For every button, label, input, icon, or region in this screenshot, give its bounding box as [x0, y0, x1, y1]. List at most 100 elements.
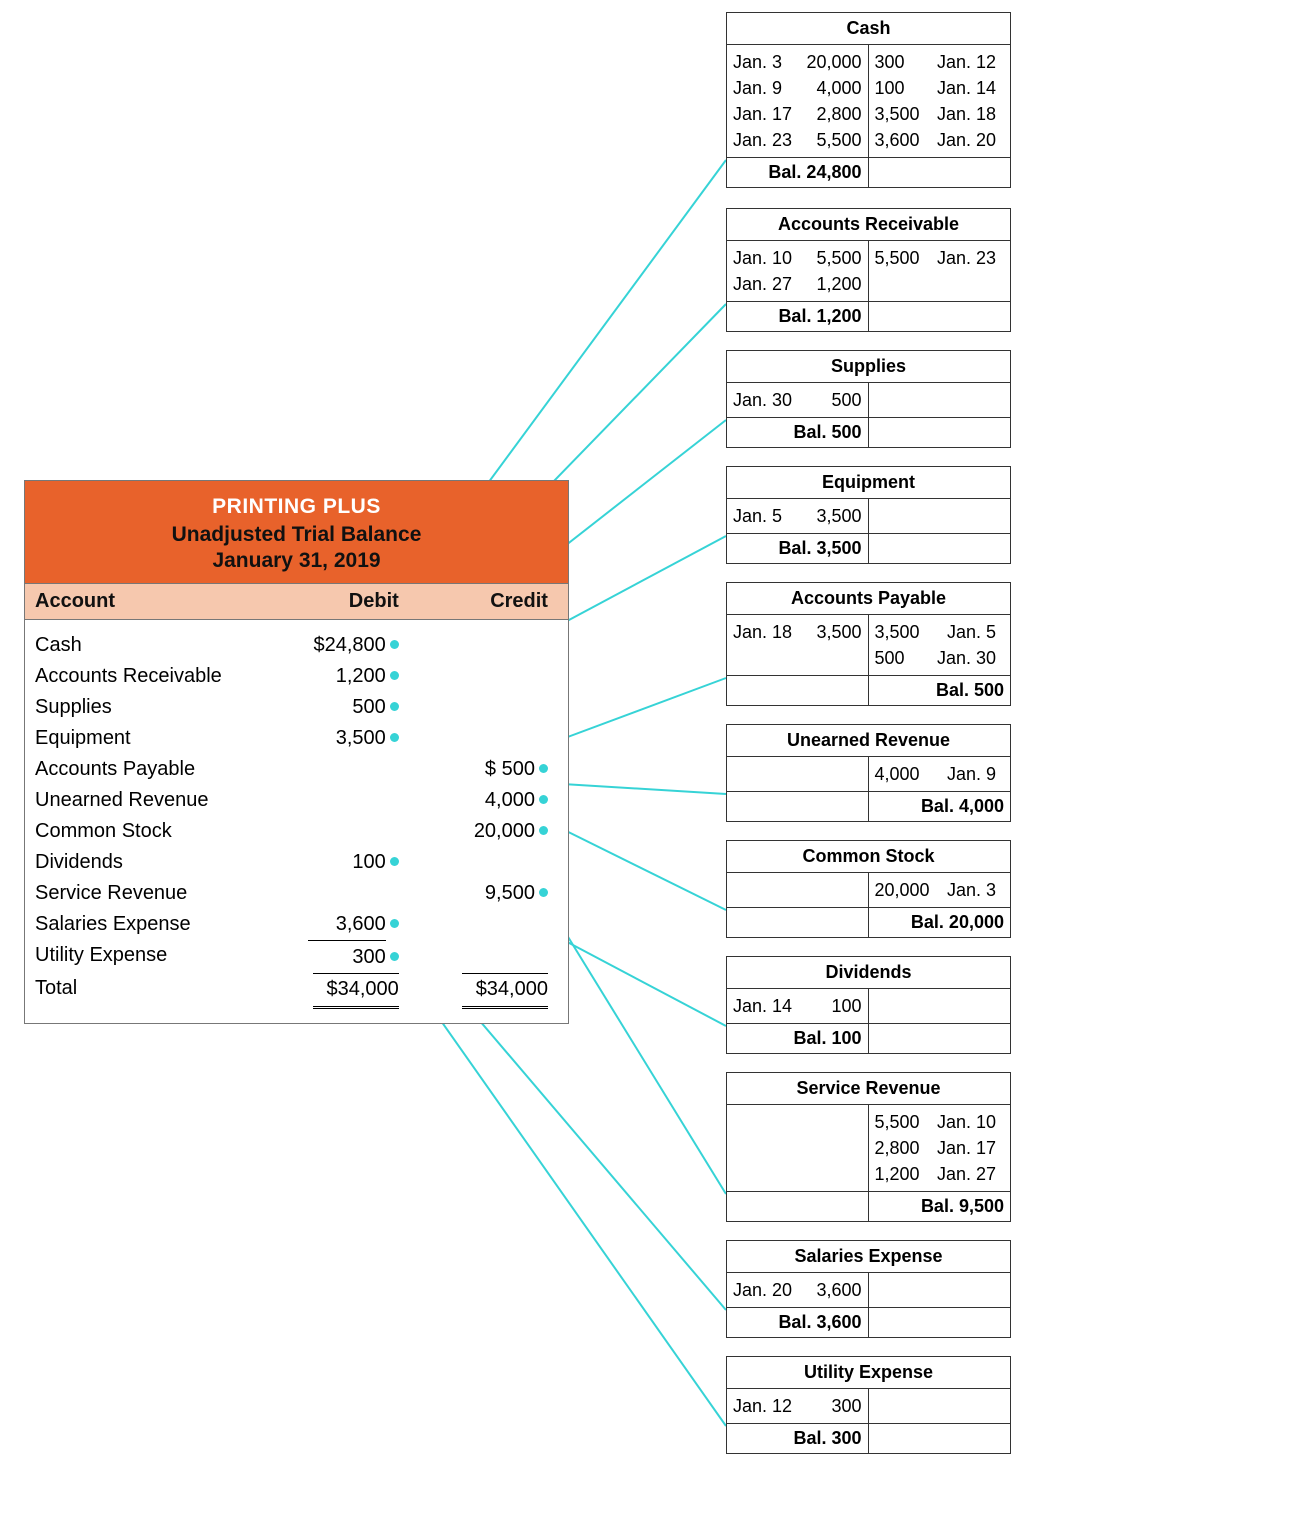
- debit-amount: 100: [276, 847, 417, 878]
- t-account-balance-row: Bal. 3,500: [727, 533, 1010, 563]
- t-account-credit-col: 4,000Jan. 9: [869, 757, 1011, 791]
- debit-amount: [276, 785, 417, 816]
- trial-balance-row: Dividends100: [35, 847, 558, 878]
- t-account-balance-credit: [869, 302, 1011, 331]
- t-account-entry: 4,000Jan. 9: [875, 761, 1005, 787]
- t-account-entry: Jan. 94,000: [733, 75, 862, 101]
- account-name: Unearned Revenue: [35, 785, 276, 816]
- account-name: Utility Expense: [35, 940, 276, 973]
- account-name: Salaries Expense: [35, 909, 276, 940]
- entry-date: Jan. 17: [733, 101, 800, 127]
- entry-amount: 4,000: [816, 75, 861, 101]
- t-account-entry: Jan. 17 2,800: [733, 101, 862, 127]
- connector-dot-icon: [539, 888, 548, 897]
- credit-amount: 20,000: [417, 816, 558, 847]
- credit-amount: [417, 723, 558, 754]
- t-account-debit-col: Jan. 105,500Jan. 271,200: [727, 241, 869, 301]
- t-account-balance-credit: [869, 534, 1011, 563]
- trial-balance-row: Supplies500: [35, 692, 558, 723]
- entry-amount: 100: [875, 75, 905, 101]
- t-account: Accounts PayableJan. 183,5003,500Jan. 55…: [726, 582, 1011, 706]
- debit-amount: 300: [276, 940, 417, 973]
- t-account-entry: 20,000Jan. 3: [875, 877, 1005, 903]
- entry-amount: 500: [831, 387, 861, 413]
- t-account: Common Stock 20,000Jan. 3 Bal. 20,000: [726, 840, 1011, 938]
- connector-dot-icon: [390, 919, 399, 928]
- account-name: Accounts Payable: [35, 754, 276, 785]
- t-account-balance-debit: Bal. 500: [727, 418, 869, 447]
- debit-amount: [276, 878, 417, 909]
- account-name: Common Stock: [35, 816, 276, 847]
- entry-amount: 2,800: [875, 1135, 920, 1161]
- t-account-body: Jan. 183,5003,500Jan. 5500Jan. 30: [727, 615, 1010, 675]
- entry-amount: 2,800: [816, 101, 861, 127]
- credit-amount: [417, 661, 558, 692]
- t-account-body: 20,000Jan. 3: [727, 873, 1010, 907]
- t-account-title: Equipment: [727, 467, 1010, 499]
- t-account-entry: Jan. 30 500: [733, 387, 862, 413]
- connector-dot-icon: [539, 826, 548, 835]
- t-account-balance-credit: [869, 1308, 1011, 1337]
- entry-date: Jan. 10: [733, 245, 800, 271]
- t-account: Unearned Revenue 4,000Jan. 9 Bal. 4,000: [726, 724, 1011, 822]
- t-account-debit-col: Jan. 183,500: [727, 615, 869, 675]
- account-name: Equipment: [35, 723, 276, 754]
- t-account-balance-credit: Bal. 500: [869, 676, 1011, 705]
- t-account-debit-col: Jan. 14100: [727, 989, 869, 1023]
- entry-amount: 1,200: [875, 1161, 920, 1187]
- entry-date: Jan. 27: [937, 1161, 1004, 1187]
- entry-amount: 3,500: [875, 619, 920, 645]
- account-name: Service Revenue: [35, 878, 276, 909]
- t-account-title: Service Revenue: [727, 1073, 1010, 1105]
- account-name: Supplies: [35, 692, 276, 723]
- t-account-entry: 300Jan. 12: [875, 49, 1005, 75]
- entry-amount: 5,500: [816, 127, 861, 153]
- t-account-entry: 3,500 Jan. 18: [875, 101, 1005, 127]
- entry-amount: 300: [875, 49, 905, 75]
- report-date: January 31, 2019: [33, 549, 560, 573]
- t-account: Utility ExpenseJan. 12300 Bal. 300: [726, 1356, 1011, 1454]
- entry-amount: 3,500: [875, 101, 920, 127]
- trial-balance-row: Accounts Payable $ 500: [35, 754, 558, 785]
- t-account-balance-debit: Bal. 100: [727, 1024, 869, 1053]
- t-account-debit-col: [727, 1105, 869, 1191]
- t-account-balance-debit: [727, 792, 869, 821]
- entry-amount: 500: [875, 645, 905, 671]
- t-account-credit-col: 5,500Jan. 102,800Jan. 171,200Jan. 27: [869, 1105, 1011, 1191]
- t-account-balance-debit: Bal. 1,200: [727, 302, 869, 331]
- t-account-balance-credit: [869, 418, 1011, 447]
- entry-date: Jan. 9: [947, 761, 1004, 787]
- t-account-balance-debit: Bal. 3,500: [727, 534, 869, 563]
- total-debit: $34,000: [276, 973, 417, 1005]
- t-account-balance-credit: [869, 1024, 1011, 1053]
- t-account-entry: 3,600Jan. 20: [875, 127, 1005, 153]
- t-account-body: Jan. 105,500Jan. 271,2005,500Jan. 23: [727, 241, 1010, 301]
- t-account-body: Jan. 14100: [727, 989, 1010, 1023]
- entry-date: Jan. 14: [733, 993, 800, 1019]
- trial-balance-row: Equipment3,500: [35, 723, 558, 754]
- t-account-entry: 5,500Jan. 10: [875, 1109, 1005, 1135]
- col-header-debit: Debit: [276, 590, 417, 613]
- credit-amount: [417, 692, 558, 723]
- col-header-account: Account: [35, 590, 276, 613]
- entry-amount: 3,500: [816, 619, 861, 645]
- connector-dot-icon: [390, 640, 399, 649]
- t-account-title: Supplies: [727, 351, 1010, 383]
- entry-date: Jan. 3: [733, 49, 790, 75]
- t-account-balance-row: Bal. 100: [727, 1023, 1010, 1053]
- trial-balance-row: Common Stock 20,000: [35, 816, 558, 847]
- debit-amount: 3,600: [276, 909, 417, 940]
- t-account-balance-row: Bal. 24,800: [727, 157, 1010, 187]
- entry-date: Jan. 18: [937, 101, 1004, 127]
- t-account-title: Utility Expense: [727, 1357, 1010, 1389]
- t-account-balance-credit: Bal. 20,000: [869, 908, 1011, 937]
- account-name: Accounts Receivable: [35, 661, 276, 692]
- entry-date: Jan. 20: [937, 127, 1004, 153]
- credit-amount: $ 500: [417, 754, 558, 785]
- trial-balance-row: Salaries Expense3,600: [35, 909, 558, 940]
- t-account-balance-row: Bal. 3,600: [727, 1307, 1010, 1337]
- entry-date: Jan. 23: [937, 245, 1004, 271]
- t-account-title: Accounts Payable: [727, 583, 1010, 615]
- entry-date: Jan. 30: [733, 387, 800, 413]
- t-account-balance-row: Bal. 9,500: [727, 1191, 1010, 1221]
